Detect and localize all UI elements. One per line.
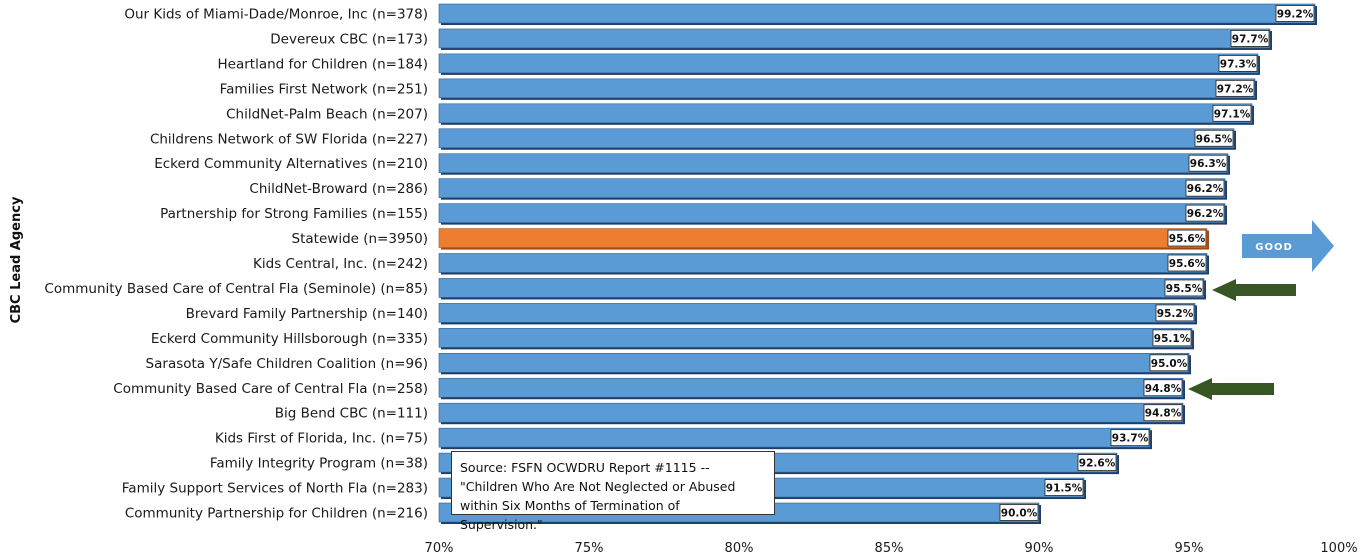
bar-17 (438, 427, 1151, 448)
value-label: 96.3% (1190, 158, 1227, 170)
value-label-box (1164, 279, 1204, 297)
value-label: 95.2% (1157, 308, 1194, 320)
bar-9 (438, 228, 1208, 248)
value-label: 95.5% (1166, 283, 1203, 295)
category-label: Brevard Family Partnership (n=140) (186, 306, 428, 322)
category-label: Families First Network (n=251) (220, 81, 428, 97)
value-label-box (1194, 129, 1234, 147)
value-label: 95.0% (1151, 358, 1188, 370)
y-axis-label: CBC Lead Agency (9, 196, 24, 323)
good-label: GOOD (1255, 242, 1293, 253)
bar-6 (438, 153, 1229, 173)
value-label-box (1110, 429, 1150, 447)
category-label: Devereux CBC (n=173) (270, 31, 428, 47)
category-label: ChildNet-Broward (n=286) (249, 181, 428, 197)
value-labels: 99.2% 97.7% 97.3% 97.2% 97.1% 96.5% 96.3% 96.2%… (999, 5, 1315, 521)
value-label-box (1215, 79, 1255, 97)
value-label: 97.3% (1220, 58, 1257, 70)
bar-4 (438, 103, 1253, 124)
value-label-box (1044, 479, 1084, 496)
value-label: 96.2% (1187, 208, 1224, 220)
bar-15 (438, 377, 1184, 398)
category-label: Eckerd Community Hillsborough (n=335) (151, 331, 428, 347)
value-label: 91.5% (1046, 483, 1083, 495)
bar-0 (438, 3, 1316, 24)
value-label-box (999, 504, 1039, 521)
value-label-box (1077, 454, 1117, 472)
value-label: 94.8% (1145, 383, 1182, 395)
bar-14 (438, 352, 1190, 373)
category-label: Kids Central, Inc. (n=242) (253, 256, 428, 272)
value-label: 92.6% (1079, 458, 1116, 470)
category-label: Family Integrity Program (n=38) (210, 456, 428, 472)
value-label-box (1212, 104, 1252, 122)
category-label: Kids First of Florida, Inc. (n=75) (215, 431, 428, 447)
value-label: 90.0% (1001, 508, 1038, 520)
category-label: Community Based Care of Central Fla (n=2… (113, 381, 428, 397)
value-label-box (1230, 30, 1270, 47)
value-label: 97.1% (1214, 108, 1251, 120)
value-label: 94.8% (1145, 408, 1182, 420)
value-label-box (1185, 179, 1225, 197)
bar-11 (438, 278, 1205, 298)
value-label: 97.7% (1232, 33, 1269, 45)
good-arrow: GOOD (1242, 220, 1334, 272)
x-tick-label: 70% (425, 541, 454, 556)
bar-3 (438, 78, 1256, 99)
bar-1 (438, 28, 1271, 49)
value-label-box (1275, 5, 1315, 22)
category-label: Sarasota Y/Safe Children Coalition (n=96… (146, 356, 428, 372)
bar-10 (438, 253, 1208, 273)
x-tick-label: 75% (575, 541, 604, 556)
value-label-box (1143, 379, 1183, 397)
value-label-box (1152, 329, 1192, 347)
category-label: Heartland for Children (n=184) (218, 56, 429, 72)
category-label: Eckerd Community Alternatives (n=210) (154, 156, 428, 172)
category-label: Childrens Network of SW Florida (n=227) (150, 131, 428, 147)
category-label: Statewide (n=3950) (292, 231, 428, 247)
value-label-box (1167, 254, 1207, 272)
bar-12 (438, 303, 1196, 323)
bars-group (438, 3, 1317, 524)
bar-8 (438, 203, 1226, 223)
highlight-arrow-seminole (1212, 279, 1296, 301)
value-label: 93.7% (1112, 433, 1149, 445)
x-tick-label: 90% (1025, 541, 1054, 556)
category-label: Community Based Care of Central Fla (Sem… (44, 281, 428, 297)
category-label: Our Kids of Miami-Dade/Monroe, Inc (n=37… (124, 7, 428, 23)
source-note: Source: FSFN OCWDRU Report #1115 -- "Chi… (451, 451, 775, 532)
value-label: 96.2% (1187, 183, 1224, 195)
value-label: 95.6% (1169, 233, 1206, 245)
highlight-arrow-central-fla (1188, 378, 1274, 400)
bar-2 (438, 53, 1259, 74)
category-label: Family Support Services of North Fla (n=… (122, 481, 428, 497)
x-tick-label: 100% (1320, 541, 1357, 556)
value-label: 97.2% (1217, 83, 1254, 95)
category-label: Community Partnership for Children (n=21… (125, 506, 428, 522)
value-label-box (1218, 55, 1258, 72)
value-label-box (1149, 354, 1189, 372)
x-tick-labels: 70% 75% 80% 85% 90% 95% 100% (425, 541, 1358, 556)
x-tick-label: 95% (1175, 541, 1204, 556)
bar-5 (438, 128, 1235, 149)
x-tick-label: 80% (725, 541, 754, 556)
bar-7 (438, 178, 1226, 198)
value-label: 96.5% (1196, 133, 1233, 145)
value-label-box (1188, 154, 1228, 172)
category-labels: Our Kids of Miami-Dade/Monroe, Inc (n=37… (44, 7, 428, 522)
category-label: Partnership for Strong Families (n=155) (160, 206, 428, 222)
category-label: Big Bend CBC (n=111) (275, 406, 428, 422)
value-label: 95.6% (1169, 258, 1206, 270)
value-label-box (1143, 404, 1183, 422)
value-label: 95.1% (1154, 333, 1191, 345)
bar-13 (438, 328, 1193, 348)
x-tick-label: 85% (875, 541, 904, 556)
bar-16 (438, 402, 1184, 423)
value-label-box (1155, 304, 1195, 322)
value-label-box (1185, 204, 1225, 222)
value-label-box (1167, 229, 1207, 247)
value-label: 99.2% (1277, 9, 1314, 21)
category-label: ChildNet-Palm Beach (n=207) (226, 106, 428, 122)
